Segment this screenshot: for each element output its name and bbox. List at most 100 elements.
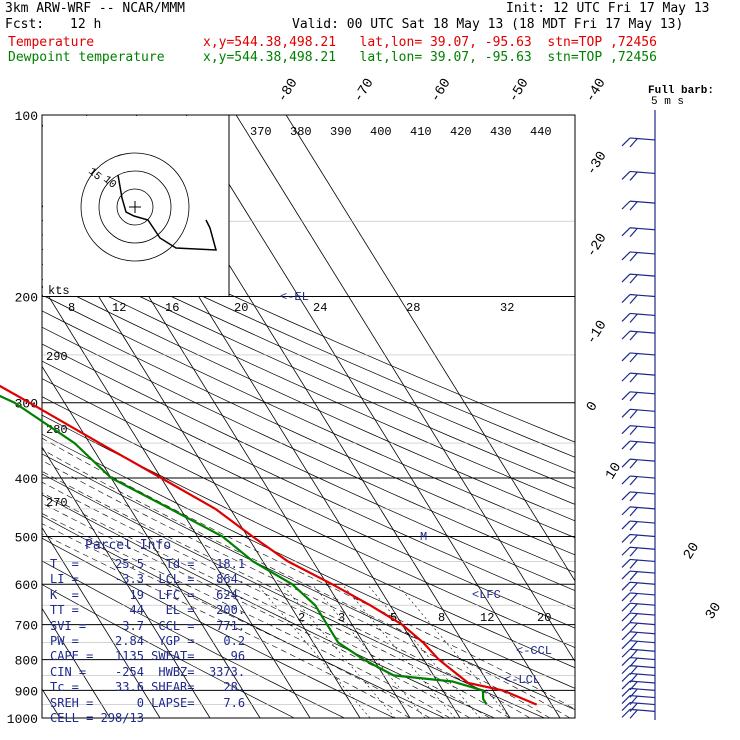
temperature-location: x,y=544.38,498.21 lat,lon= 39.07, -95.63… (203, 35, 657, 50)
wind-barb (621, 558, 656, 569)
parcel-info-row: PW = 2.84 YGP = 0.2 (50, 634, 246, 648)
mixing-ratio-label: 8 (438, 611, 445, 625)
parcel-info-row: CAPE = 1135 SWEAT= 96 (50, 649, 246, 664)
wind-barb (621, 425, 656, 436)
parcel-info-row: LI = -3.3 LCL = 864. (50, 572, 246, 587)
parcel-info-row: SREH = 0 LAPSE= 7.6 (50, 695, 246, 710)
hodograph-ring (80, 152, 190, 262)
mixing-ratio-line (256, 584, 371, 718)
level-annotation-ccl: <-CCL (516, 644, 552, 658)
top-temperature-label: -70 (351, 76, 378, 106)
pressure-tick-label: 500 (15, 530, 38, 545)
parcel-info-title: Parcel Info (85, 538, 172, 553)
right-temperature-label: -10 (584, 318, 611, 348)
forecast-hour: 12 h (70, 17, 102, 32)
parcel-info-row: CIN = -254 HWBZ= 3373. (50, 664, 246, 679)
theta-label-top: 390 (330, 125, 352, 139)
pressure-tick-label: 700 (15, 619, 38, 634)
hodograph-trace (117, 174, 217, 251)
pressure-tick-label: 200 (15, 291, 38, 306)
mixing-ratio-label: 2 (298, 611, 305, 625)
pressure-tick-label: 600 (15, 578, 38, 593)
mixing-ratio-line (341, 584, 456, 718)
theta-label-top: 420 (450, 125, 472, 139)
mixing-ratio-line (311, 584, 426, 718)
temperature-line (0, 384, 538, 706)
theta-label-left: 290 (46, 350, 68, 364)
right-temperature-label: 20 (681, 540, 703, 563)
parcel-info-box: Parcel Info T = 25.5 Td = 18.1 LI = -3.3 … (45, 537, 245, 727)
level-annotation-m: M (420, 530, 427, 544)
parcel-info-row: CELL = 298/13 (50, 711, 144, 725)
mixing-ratio-label: 5 (390, 611, 397, 625)
theta-label-top: 440 (530, 125, 552, 139)
theta-label-top: 400 (370, 125, 392, 139)
parcel-info-row: Tc = 33.6 SHEAR= 28. (50, 680, 246, 695)
isotherm-line (42, 284, 311, 718)
wind-barb (621, 372, 656, 383)
wind-barb (621, 701, 656, 712)
level-annotation-lcl: <-LCL (504, 673, 540, 687)
wind-barb (621, 506, 656, 517)
mixing-ratio-label: 20 (537, 611, 551, 625)
theta-label-left: 270 (46, 496, 68, 510)
isotherm-line (42, 365, 261, 718)
isotherm-line (185, 115, 561, 718)
wind-barb (621, 251, 656, 262)
right-temperature-label: 30 (703, 600, 725, 623)
mixing-ratio-label: 12 (480, 611, 494, 625)
wind-barb (621, 621, 656, 632)
right-temperature-label: -20 (584, 231, 611, 261)
wind-barb (621, 330, 656, 341)
top-temperature-label: -60 (428, 76, 455, 106)
dewpoint-line (0, 394, 488, 706)
pressure-tick-label: 400 (15, 472, 38, 487)
wind-barb (621, 227, 656, 238)
valid-time: Valid: 00 UTC Sat 18 May 13 (18 MDT Fri … (292, 17, 684, 32)
wind-barb (621, 440, 656, 451)
theta-label-top: 410 (410, 125, 432, 139)
dewpoint-legend: Dewpoint temperature (8, 50, 165, 65)
parcel-info-row: SVI = 3.7 CCL = 771. (50, 618, 246, 633)
wind-barb (621, 200, 656, 211)
isotherm-line (0, 115, 10, 718)
model-title: 3km ARW-WRF -- NCAR/MMM (5, 1, 186, 16)
wind-barb (621, 137, 656, 148)
pressure-tick-label: 1000 (7, 712, 38, 727)
wind-barb (621, 352, 656, 363)
hodograph-units: kts (48, 284, 70, 298)
wind-barb (621, 546, 656, 557)
isotherm-line (42, 607, 111, 718)
wind-barb (621, 665, 656, 676)
wind-barb (621, 631, 656, 642)
wind-barb (621, 612, 656, 623)
level-annotation-lfc: <LFC (472, 588, 501, 602)
right-temperature-label: 10 (603, 460, 625, 483)
mixing-ratio-line (366, 584, 481, 718)
isotherm-line (42, 446, 211, 718)
parcel-info-row: TT = 44 EL = 200. (50, 603, 246, 618)
hodograph-ring (116, 188, 154, 226)
hodograph-ring (98, 170, 172, 244)
wind-barb (621, 672, 656, 683)
hodograph-speed-label: 32 (500, 301, 514, 315)
isotherm-line (42, 526, 161, 718)
parcel-info-row: T = 25.5 Td = 18.1 (50, 557, 246, 571)
wind-barb (621, 273, 656, 284)
right-temperature-label: 0 (584, 399, 602, 415)
wind-barb (621, 293, 656, 304)
hodograph-speed-label: 16 (165, 301, 179, 315)
level-annotation-el: <-EL (280, 290, 309, 304)
pressure-tick-label: 100 (15, 109, 38, 124)
dewpoint-location: x,y=544.38,498.21 lat,lon= 39.07, -95.63… (203, 50, 657, 65)
wind-barb (621, 533, 656, 544)
init-time: Init: 12 UTC Fri 17 May 13 (506, 1, 710, 16)
wind-barb (621, 708, 656, 719)
hodograph-speed-label: 8 (68, 301, 75, 315)
wind-barb (621, 391, 656, 402)
hodograph-speed-label: 20 (234, 301, 248, 315)
pressure-tick-label: 800 (15, 654, 38, 669)
wind-barb-legend: Full barb: (648, 85, 714, 97)
